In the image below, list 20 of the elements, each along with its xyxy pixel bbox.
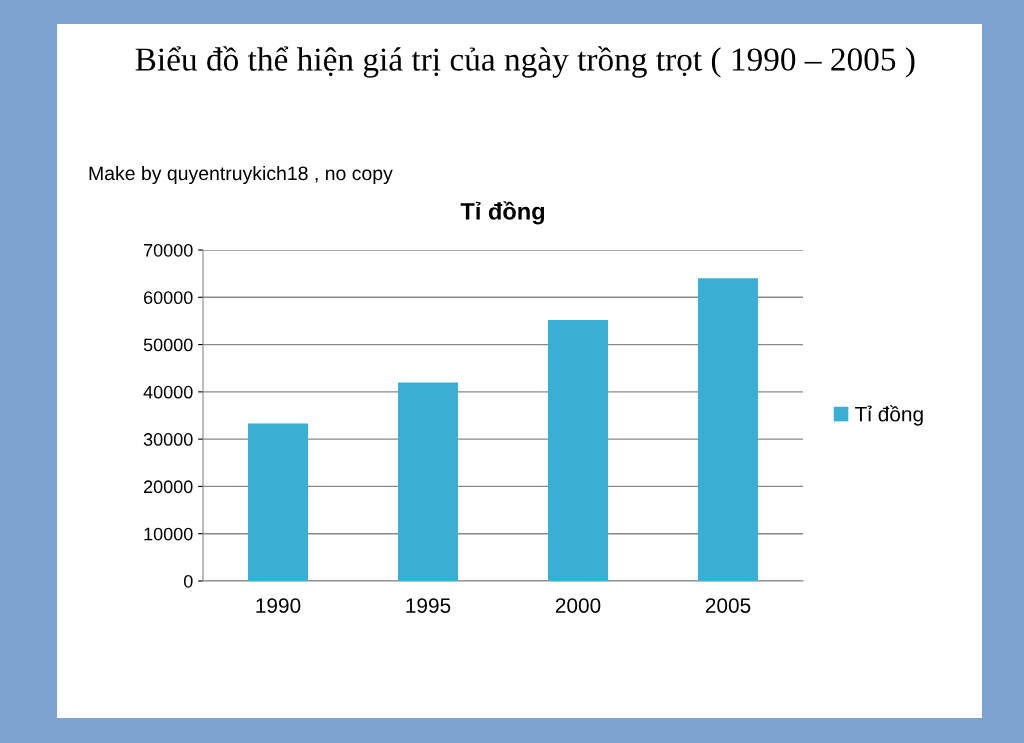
bar [548,319,608,581]
x-tick-label: 1995 [406,598,451,613]
text: Make by quyentruykich18 , no copy [89,165,393,185]
x-tick-label: 2000 [555,598,601,613]
chart-subtitle: Tỉ đồng [460,201,545,225]
y-tick-label: 70000 [144,243,193,257]
y-tick-label: 60000 [143,291,193,305]
chart-title: Biểu đồ thể hiện giá trị của ngày trồng trọt ( 1990 – 2005 ) [135,46,915,78]
x-tick-label: 2005 [705,598,751,613]
y-tick-label: 50000 [143,338,193,352]
bar [698,278,758,581]
y-tick-label: 40000 [143,385,193,399]
x-tick-label: 1990 [256,598,301,613]
bar [398,382,458,581]
y-tick-label: 30000 [143,433,193,446]
bar [248,423,308,581]
y-tick-label: 0 [183,574,193,588]
y-tick-label: 10000 [144,527,193,541]
legend-label: Tỉ đồng [855,405,923,426]
y-tick-label: 20000 [143,480,193,494]
